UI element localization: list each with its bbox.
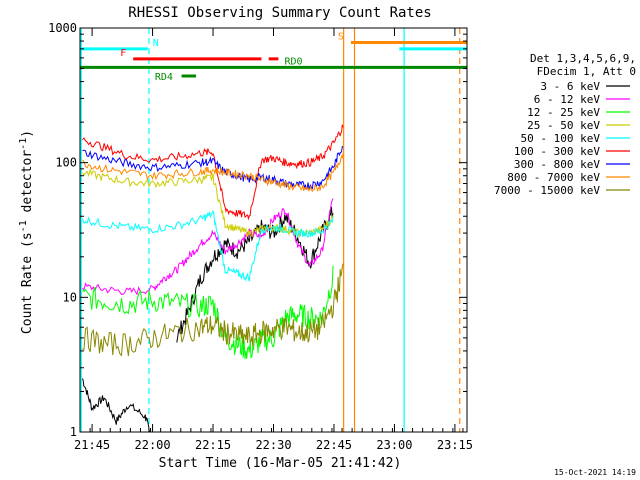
flag-label: F (120, 48, 126, 59)
y-axis-label-part: detector (20, 150, 35, 221)
legend-label: 100 - 300 keV (514, 145, 600, 158)
x-tick-label: 21:45 (74, 438, 110, 452)
series-line (81, 168, 334, 238)
x-tick-label: 22:00 (135, 438, 171, 452)
legend: Det 1,3,4,5,6,9,FDecim 1, Att 0 3 - 6 keV… (494, 52, 636, 197)
series-line (82, 124, 344, 221)
timestamp: 15-Oct-2021 14:19 (554, 468, 636, 477)
x-tick-label: 22:30 (255, 438, 291, 452)
legend-label: 25 - 50 keV (527, 119, 600, 132)
flag-label: RD0 (284, 56, 302, 67)
series-line (82, 198, 334, 296)
legend-label: 12 - 25 keV (527, 106, 600, 119)
x-tick-label: 23:00 (376, 438, 412, 452)
flag-label: S (338, 32, 344, 43)
series-line (82, 263, 344, 357)
series-line (81, 378, 151, 432)
y-tick-label: 1000 (48, 21, 77, 35)
x-axis-label: Start Time (16-Mar-05 21:41:42) (159, 456, 402, 471)
y-axis-label: Count Rate (s-1 detector-1) (18, 130, 35, 334)
legend-label: 300 - 800 keV (514, 158, 600, 171)
y-axis-label-part: Count Rate (s (20, 232, 35, 334)
series-line (82, 265, 334, 360)
legend-header: Det 1,3,4,5,6,9, (530, 52, 636, 65)
series-line (81, 209, 334, 282)
legend-label: 6 - 12 keV (534, 93, 601, 106)
y-tick-label: 10 (63, 290, 77, 304)
series-line (82, 153, 344, 193)
x-tick-label: 22:15 (195, 438, 231, 452)
y-axis-label-exponent: -1 (18, 220, 29, 232)
chart-title: RHESSI Observing Summary Count Rates (128, 5, 431, 21)
legend-label: 800 - 7000 keV (507, 171, 600, 184)
flag-label: RD4 (155, 72, 173, 83)
y-tick-label: 1 (70, 425, 77, 439)
y-axis-label-exponent: -1 (18, 138, 29, 150)
x-tick-label: 22:45 (316, 438, 352, 452)
legend-label: 50 - 100 keV (521, 132, 601, 145)
series-line (82, 145, 344, 191)
legend-header: FDecim 1, Att 0 (537, 65, 636, 78)
y-axis-label-part: ) (20, 130, 35, 138)
x-tick-label: 23:15 (437, 438, 473, 452)
legend-label: 7000 - 15000 keV (494, 184, 600, 197)
flag-label: N (153, 38, 159, 49)
y-tick-label: 100 (55, 156, 77, 170)
legend-label: 3 - 6 keV (540, 80, 600, 93)
